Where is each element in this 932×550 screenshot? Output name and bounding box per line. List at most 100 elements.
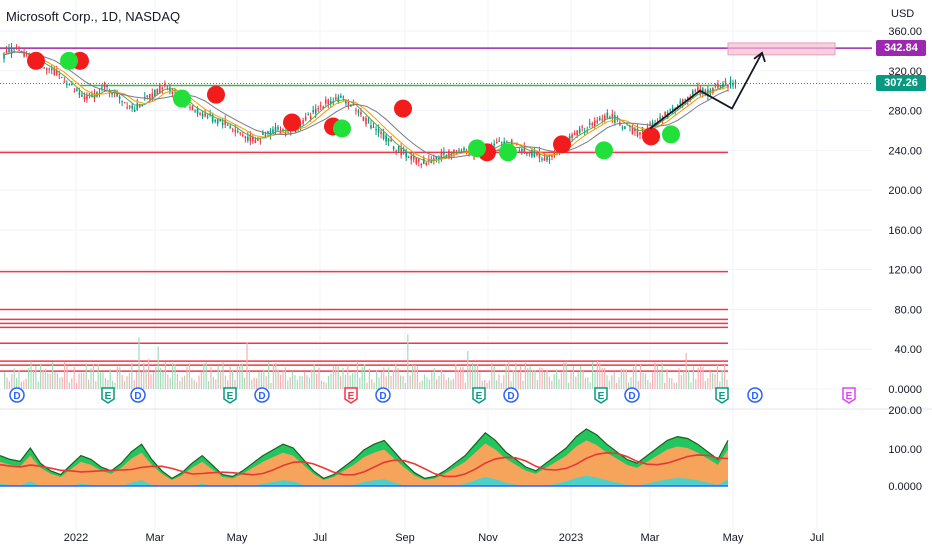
volume-bar (323, 381, 325, 389)
volume-bar (49, 373, 51, 389)
event-marker[interactable]: D (503, 387, 519, 403)
volume-bar (570, 372, 572, 389)
volume-bar (304, 371, 306, 389)
candle-body (367, 119, 370, 121)
volume-bar (80, 372, 82, 389)
event-marker[interactable]: D (747, 387, 763, 403)
price-tick-label: 280.00 (888, 106, 922, 118)
candle-body (717, 83, 719, 88)
volume-bar (239, 363, 241, 389)
candle-body (229, 126, 232, 129)
candle-body (335, 97, 337, 100)
candle-body (201, 113, 204, 117)
volume-bar (18, 370, 20, 389)
event-marker[interactable]: D (375, 387, 391, 403)
price-tick-label: 80.00 (894, 304, 922, 316)
candle-body (621, 127, 624, 129)
candle-body (206, 116, 209, 118)
volume-bar (548, 376, 550, 389)
candle-body (377, 128, 380, 133)
candle-body (543, 157, 546, 161)
candle-body (86, 94, 88, 100)
volume-bar (176, 373, 178, 389)
volume-bar (8, 381, 10, 389)
event-marker[interactable]: D (624, 387, 640, 403)
candle-body (78, 92, 81, 95)
volume-bar (217, 365, 219, 389)
candle-body (546, 156, 548, 161)
candle-body (694, 90, 697, 92)
event-marker[interactable]: E (223, 387, 237, 404)
candle-body (576, 130, 578, 135)
candle-body (284, 132, 287, 136)
volume-bar (68, 382, 70, 389)
volume-bar (23, 380, 25, 389)
candle-body (533, 150, 536, 158)
volume-bars (4, 334, 728, 389)
symbol-title[interactable]: Microsoft Corp., 1D, NASDAQ (6, 9, 181, 24)
target-price-tag: 342.84 (876, 40, 926, 57)
event-marker[interactable]: D (254, 387, 270, 403)
volume-bar (498, 374, 500, 389)
volume-bar (628, 382, 630, 389)
candle-body (151, 93, 154, 98)
candle-body (412, 156, 415, 160)
candle-body (234, 129, 237, 132)
candle-body (53, 69, 56, 75)
event-marker[interactable]: D (9, 387, 25, 403)
event-marker[interactable]: D (130, 387, 146, 403)
candle-body (611, 113, 614, 119)
candle-body (616, 117, 619, 119)
dividend-icon (254, 387, 270, 403)
volume-bar (529, 366, 531, 389)
event-marker[interactable]: E (715, 387, 729, 404)
candle-body (264, 134, 267, 139)
volume-bar (678, 368, 680, 389)
buy-signal-marker (468, 139, 486, 158)
volume-bar (644, 373, 646, 389)
buy-signal-marker (333, 119, 351, 138)
volume-bar (172, 363, 174, 389)
candle-body (372, 127, 375, 129)
event-marker[interactable]: E (472, 387, 486, 404)
candle-body (553, 151, 556, 155)
volume-bar (344, 374, 346, 389)
candle-body (709, 90, 712, 94)
volume-bar (193, 380, 195, 389)
candle-body (387, 138, 390, 142)
candle-body (435, 156, 438, 160)
candle-body (415, 157, 418, 164)
volume-bar (680, 374, 682, 389)
candle-body (375, 128, 377, 131)
volume-bar (414, 365, 416, 389)
candle-body (259, 139, 262, 141)
candle-body (510, 139, 513, 145)
volume-bar (409, 375, 411, 389)
volume-bar (179, 381, 181, 389)
volume-bar (397, 368, 399, 389)
event-marker[interactable]: E (344, 387, 358, 404)
event-marker[interactable]: E (101, 387, 115, 404)
event-letter: E (105, 391, 112, 402)
volume-bar (164, 361, 166, 389)
volume-bar (560, 372, 562, 389)
candle-body (445, 154, 448, 157)
event-marker[interactable]: E (842, 387, 856, 404)
volume-bar (496, 380, 498, 389)
volume-bar (522, 380, 524, 389)
dividend-icon (130, 387, 146, 403)
candle-body (317, 108, 320, 110)
event-marker[interactable]: E (594, 387, 608, 404)
volume-bar (596, 361, 598, 389)
price-tick-label: 360.00 (888, 26, 922, 38)
candle-body (118, 96, 121, 100)
volume-bar (419, 382, 421, 389)
candle-body (221, 122, 224, 126)
volume-bar (476, 364, 478, 389)
sell-signal-marker (642, 127, 660, 146)
candle-body (518, 150, 521, 152)
volume-bar (186, 366, 188, 389)
buy-signal-marker (499, 143, 517, 162)
volume-bar (467, 350, 469, 389)
